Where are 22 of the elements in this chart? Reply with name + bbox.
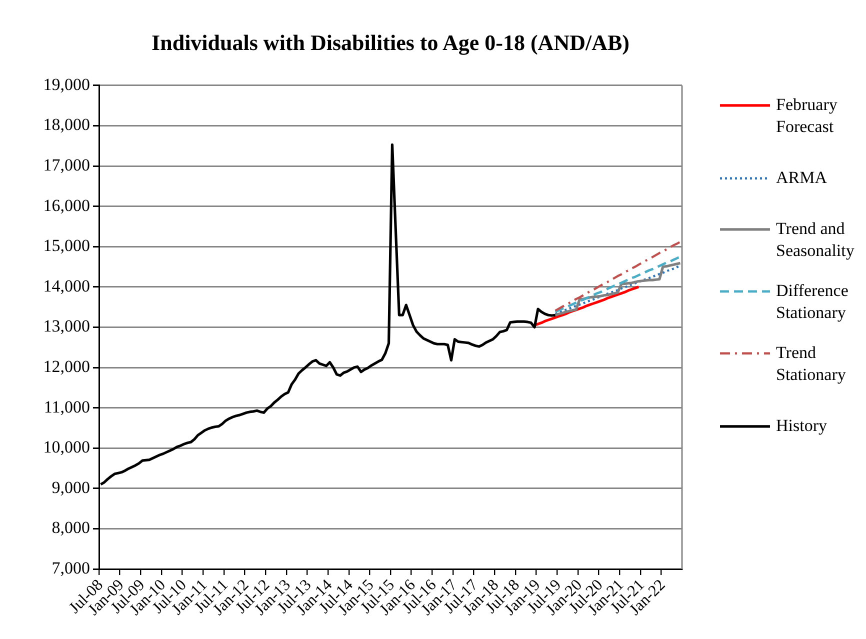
legend-label: Trend Stationary <box>776 342 846 384</box>
y-tick-label: 7,000 <box>52 558 90 578</box>
y-tick-label: 13,000 <box>43 316 90 336</box>
y-tick-label: 19,000 <box>43 74 90 94</box>
y-tick-label: 15,000 <box>43 236 90 256</box>
line-series <box>554 240 682 312</box>
y-tick-label: 16,000 <box>43 196 90 215</box>
y-tick-label: 17,000 <box>43 155 90 174</box>
y-tick-label: 10,000 <box>43 438 90 457</box>
line-series <box>554 255 682 314</box>
y-tick-label: 11,000 <box>44 397 90 416</box>
y-tick-label: 8,000 <box>52 518 90 538</box>
legend-label: ARMA <box>776 168 828 187</box>
y-tick-label: 14,000 <box>43 276 90 296</box>
legend-label: History <box>776 416 828 435</box>
y-tick-label: 9,000 <box>52 478 90 497</box>
legend-label: Trend and Seasonality <box>776 218 855 260</box>
y-tick-label: 12,000 <box>43 356 90 376</box>
chart-title: Individuals with Disabilities to Age 0-18 (AND/AB) <box>152 30 630 55</box>
y-tick-label: 18,000 <box>43 115 90 134</box>
legend-label: Difference Stationary <box>776 280 848 322</box>
legend-label: February Forecast <box>776 94 838 136</box>
